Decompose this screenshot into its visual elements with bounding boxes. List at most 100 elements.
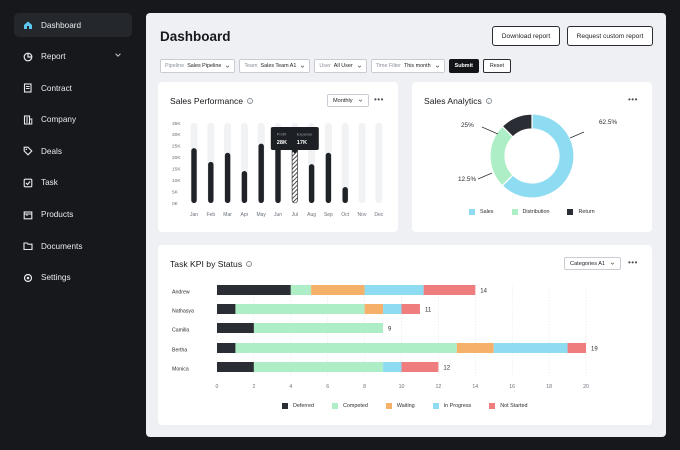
row-total-label: 14 <box>480 289 487 295</box>
bar-jun[interactable] <box>275 139 281 203</box>
pipeline-filter[interactable]: Pipeline Sales Pipeline <box>160 59 236 73</box>
sidebar-item-task[interactable]: Task <box>14 171 132 195</box>
bar-segment-deferred[interactable] <box>217 343 236 353</box>
sidebar-item-documents[interactable]: Documents <box>14 234 132 258</box>
legend-item-deferred: Deferred <box>282 403 314 409</box>
bar-mar[interactable] <box>224 152 231 203</box>
sidebar-item-settings[interactable]: Settings <box>14 266 132 290</box>
bar-segment-not-started[interactable] <box>567 343 586 353</box>
bar-aug[interactable] <box>308 164 315 203</box>
bar-segment-competed[interactable] <box>235 343 457 353</box>
reset-button[interactable]: Reset <box>482 59 511 73</box>
x-tick-label: Nov <box>358 212 367 218</box>
more-options-icon[interactable]: ••• <box>374 95 384 104</box>
sidebar-item-label: Documents <box>41 241 83 251</box>
more-options-icon[interactable]: ••• <box>628 258 638 267</box>
y-tick-label: 10K <box>172 178 181 184</box>
request-custom-report-button[interactable]: Request custom report <box>567 26 653 46</box>
category-dropdown[interactable]: Categories A1 <box>564 257 622 270</box>
x-tick-label: 16 <box>509 384 515 390</box>
legend-label: Distribution <box>522 209 550 215</box>
bar-segment-waiting[interactable] <box>311 285 365 295</box>
chevron-down-icon <box>301 65 305 68</box>
bar-segment-competed[interactable] <box>253 323 384 333</box>
time-filter-value: This month <box>403 63 431 69</box>
chevron-down-icon <box>435 65 439 68</box>
donut-slice-distribution[interactable] <box>489 125 514 187</box>
more-options-icon[interactable]: ••• <box>628 95 638 104</box>
donut-slice-sales[interactable] <box>501 113 575 199</box>
bar-segment-not-started[interactable] <box>401 362 439 372</box>
download-report-button[interactable]: Download report <box>492 26 560 46</box>
submit-button[interactable]: Submit <box>448 59 479 73</box>
x-tick-label: Aug <box>307 212 316 218</box>
info-icon[interactable]: i <box>485 98 492 104</box>
bar-segment-not-started[interactable] <box>423 285 476 295</box>
legend-swatch <box>469 209 475 215</box>
sidebar-item-dashboard[interactable]: Dashboard <box>14 13 132 37</box>
bar-sep[interactable] <box>325 152 332 203</box>
bar-segment-competed[interactable] <box>253 362 384 372</box>
x-tick-label: 14 <box>472 384 478 390</box>
bar-track <box>375 123 383 203</box>
legend-label: Return <box>578 209 595 215</box>
y-tick-label: 25K <box>172 144 181 150</box>
sidebar-item-company[interactable]: Company <box>14 108 132 132</box>
bar-segment-competed[interactable] <box>235 304 365 314</box>
row-total-label: 19 <box>591 347 598 353</box>
period-dropdown[interactable]: Monthly <box>327 94 369 107</box>
bar-oct[interactable] <box>342 187 348 203</box>
sidebar-item-label: Task <box>41 178 58 188</box>
bar-may[interactable] <box>258 143 264 203</box>
sidebar-item-report[interactable]: Report <box>14 45 132 69</box>
bar-segment-deferred[interactable] <box>217 323 254 333</box>
callout-line <box>481 126 499 135</box>
task-check-icon <box>23 178 33 188</box>
bar-segment-not-started[interactable] <box>401 304 420 314</box>
x-tick-label: 2 <box>252 384 255 390</box>
bar-apr[interactable] <box>241 171 248 203</box>
y-tick-label: 30K <box>172 132 181 138</box>
sidebar-item-products[interactable]: Products <box>14 203 132 227</box>
sidebar-item-label: Company <box>41 115 77 125</box>
bar-segment-in-progress[interactable] <box>364 285 424 295</box>
folder-icon <box>23 241 33 251</box>
contract-icon <box>23 83 33 93</box>
bar-segment-waiting[interactable] <box>456 343 494 353</box>
bar-jan[interactable] <box>191 148 197 203</box>
bar-segment-deferred[interactable] <box>217 362 254 372</box>
info-icon[interactable]: i <box>246 261 253 267</box>
task-kpi-title: Task KPI by Status i <box>170 259 253 269</box>
user-filter[interactable]: User All User <box>314 59 367 73</box>
bar-segment-in-progress[interactable] <box>493 343 568 353</box>
sales-analytics-legend: Sales Distribution Return <box>469 209 595 215</box>
x-tick-label: Jul <box>292 212 298 218</box>
bar-segment-competed[interactable] <box>290 285 312 295</box>
info-icon[interactable]: i <box>247 98 254 104</box>
sales-analytics-title: Sales Analytics i <box>424 96 492 106</box>
sidebar-item-contract[interactable]: Contract <box>14 76 132 100</box>
x-tick-label: 4 <box>289 384 292 390</box>
x-tick-label: 12 <box>436 384 442 390</box>
donut-slice-return[interactable] <box>501 113 533 138</box>
sidebar-item-label: Report <box>41 52 66 62</box>
bar-segment-in-progress[interactable] <box>383 304 402 314</box>
bar-feb[interactable] <box>208 161 214 203</box>
team-filter-value: Sales Team A1 <box>260 63 297 69</box>
sales-performance-title-text: Sales Performance <box>170 96 244 106</box>
slice-percent-label: 25% <box>461 122 474 129</box>
legend-item-distribution: Distribution <box>511 209 550 215</box>
bar-segment-waiting[interactable] <box>364 304 384 314</box>
bar-segment-deferred[interactable] <box>217 304 236 314</box>
bar-segment-in-progress[interactable] <box>383 362 402 372</box>
bar-segment-deferred[interactable] <box>217 285 291 295</box>
row-label: Bertha <box>172 348 187 354</box>
sidebar-item-label: Settings <box>41 273 71 283</box>
x-tick-label: 20 <box>583 384 589 390</box>
x-tick-label: 10 <box>399 384 405 390</box>
x-tick-label: Mar <box>223 212 232 218</box>
sidebar-item-deals[interactable]: Deals <box>14 139 132 163</box>
team-filter[interactable]: Team Sales Team A1 <box>239 59 311 73</box>
user-filter-value: All User <box>333 63 353 69</box>
time-filter[interactable]: Time Filter This month <box>370 59 445 73</box>
